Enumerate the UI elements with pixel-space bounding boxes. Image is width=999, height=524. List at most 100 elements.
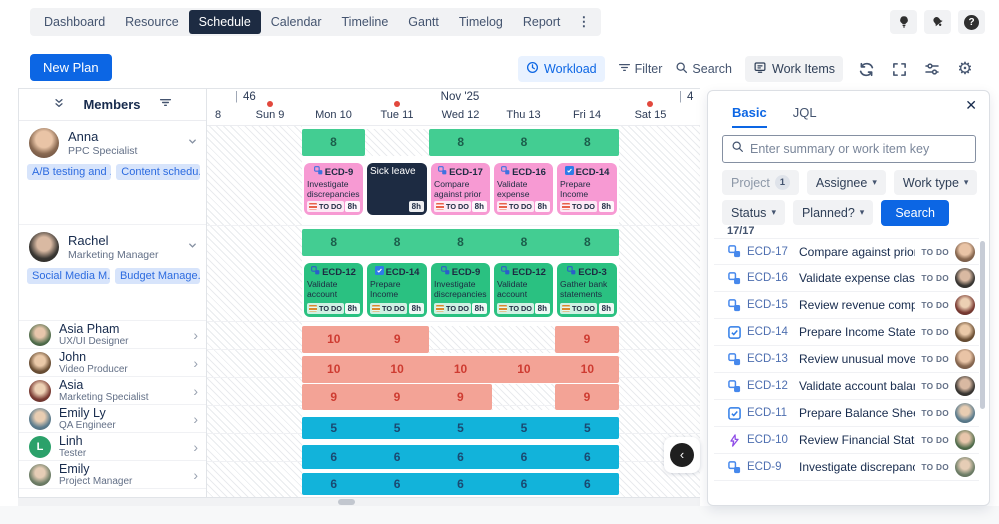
chevron-right-icon[interactable]: ›	[193, 466, 198, 483]
task-card[interactable]: ECD-3 Gather bank statements TO DO 8h	[557, 263, 617, 317]
skill-tag[interactable]: A/B testing and ...	[27, 164, 112, 180]
work-item-row[interactable]: ECD-12 Validate account balances TO DO	[714, 373, 979, 400]
capacity-bar[interactable]: 8	[302, 129, 365, 156]
vertical-scrollbar-handle[interactable]	[980, 241, 985, 409]
refresh-icon[interactable]	[856, 59, 876, 79]
status-filter[interactable]: Status ▾	[722, 200, 785, 225]
member-row-emily[interactable]: Emily Project Manager ›	[19, 461, 206, 489]
announcement-bell-icon[interactable]	[924, 10, 951, 34]
nav-resource[interactable]: Resource	[125, 15, 179, 29]
nav-schedule[interactable]: Schedule	[188, 10, 261, 34]
member-row-john[interactable]: John Video Producer ›	[19, 349, 206, 377]
chevron-right-icon[interactable]: ›	[193, 438, 198, 455]
status-badge: TO DO	[921, 300, 949, 310]
work-item-summary: Validate expense classif...	[799, 271, 915, 285]
task-card[interactable]: ECD-17 Compare against prior TO DO 8h	[431, 163, 490, 215]
work-item-row[interactable]: ECD-10 Review Financial State... TO DO	[714, 427, 979, 454]
member-section-anna[interactable]: Anna PPC Specialist A/B testing and ... …	[19, 121, 206, 225]
capacity-bar[interactable]: 6 6 6 6 6	[302, 445, 619, 469]
summary-search-field[interactable]	[722, 135, 976, 163]
capacity-bar[interactable]: 5 5 5 5 5	[302, 417, 619, 439]
new-plan-button[interactable]: New Plan	[30, 54, 112, 81]
timeline-header: | 46 Nov '25 | 4 8 Sun 9 Mon 10 Tue 11 Wed…	[207, 89, 700, 126]
avatar	[29, 407, 51, 430]
collapse-all-icon[interactable]	[53, 96, 65, 114]
tab-basic[interactable]: Basic	[732, 105, 767, 128]
lightbulb-icon[interactable]	[890, 10, 917, 34]
skill-tag[interactable]: Social Media M...	[27, 268, 110, 284]
task-card[interactable]: ECD-14 Prepare Income TO DO 8h	[557, 163, 617, 215]
horizontal-scrollbar-handle[interactable]	[338, 499, 355, 505]
capacity-bar[interactable]: 6 6 6 6 6	[302, 473, 619, 495]
task-card[interactable]: ECD-14 Prepare Income TO DO 8h	[367, 263, 427, 317]
capacity-value: 8	[457, 235, 464, 249]
chevron-right-icon[interactable]: ›	[193, 326, 198, 343]
members-filter-icon[interactable]	[159, 96, 172, 114]
work-items-toggle[interactable]: Work Items	[745, 56, 843, 82]
collapse-left-button[interactable]: ‹	[670, 443, 694, 467]
gear-icon[interactable]: ⚙	[957, 59, 973, 78]
member-row-linh[interactable]: L Linh Tester ›	[19, 433, 206, 461]
task-card[interactable]: ECD-9 Investigate discrepancies TO DO 8h	[304, 163, 363, 215]
member-row-asia-pham[interactable]: Asia Pham UX/UI Designer ›	[19, 321, 206, 349]
chevron-right-icon[interactable]: ›	[193, 354, 198, 371]
project-filter[interactable]: Project 1	[722, 170, 799, 195]
tab-jql[interactable]: JQL	[792, 105, 817, 120]
settings-sliders-icon[interactable]	[922, 59, 942, 79]
capacity-bar[interactable]: 10 9	[302, 326, 429, 353]
work-item-summary: Prepare Balance Sheet	[799, 406, 916, 420]
work-item-row[interactable]: ECD-9 Investigate discrepancies TO DO	[714, 454, 979, 481]
work-item-row[interactable]: ECD-15 Review revenue comple... TO DO	[714, 292, 979, 319]
capacity-bar[interactable]: 8 8 8	[429, 129, 619, 156]
skill-tag[interactable]: Content schedu...	[116, 164, 200, 180]
task-card[interactable]: ECD-16 Validate expense TO DO 8h	[494, 163, 553, 215]
nav-timeline[interactable]: Timeline	[341, 15, 389, 29]
member-row-asia[interactable]: Asia Marketing Specialist ›	[19, 377, 206, 405]
horizontal-scrollbar-track[interactable]	[18, 498, 700, 506]
capacity-bar[interactable]: 9 9 9	[302, 384, 492, 410]
work-item-key: ECD-13	[747, 353, 788, 365]
nav-dashboard[interactable]: Dashboard	[44, 15, 106, 29]
work-item-key: ECD-9	[747, 461, 782, 473]
nav-report[interactable]: Report	[522, 15, 561, 29]
task-card[interactable]: ECD-12 Validate account TO DO 8h	[494, 263, 553, 317]
task-card[interactable]: ECD-9 Investigate discrepancies TO DO 8h	[431, 263, 490, 317]
work-item-row[interactable]: ECD-16 Validate expense classif... TO DO	[714, 265, 979, 292]
chevron-right-icon[interactable]: ›	[193, 410, 198, 427]
nav-calendar[interactable]: Calendar	[270, 15, 322, 29]
task-card[interactable]: ECD-12 Validate account TO DO 8h	[304, 263, 363, 317]
chevron-right-icon[interactable]: ›	[193, 382, 198, 399]
work-item-row[interactable]: ECD-13 Review unusual movem... TO DO	[714, 346, 979, 373]
chevron-down-icon[interactable]	[187, 238, 198, 256]
assignee-filter[interactable]: Assignee ▾	[806, 170, 886, 195]
capacity-bar[interactable]: 8 8 8 8 8	[302, 229, 619, 256]
capacity-bar[interactable]: 9	[555, 384, 619, 410]
planned-filter[interactable]: Planned? ▾	[792, 200, 874, 225]
search-button[interactable]: Search	[675, 61, 732, 77]
member-section-rachel[interactable]: Rachel Marketing Manager Social Media M.…	[19, 225, 206, 321]
status-badge: TO DO	[307, 303, 344, 314]
workload-toggle[interactable]: Workload	[518, 56, 605, 82]
filter-button[interactable]: Filter	[618, 61, 662, 77]
close-icon[interactable]: ✕	[965, 97, 977, 113]
help-icon[interactable]: ?	[958, 10, 985, 34]
work-item-row[interactable]: ECD-11 Prepare Balance Sheet TO DO	[714, 400, 979, 427]
chevron-down-icon[interactable]	[187, 134, 198, 152]
search-input[interactable]	[750, 142, 967, 156]
work-item-row[interactable]: ECD-17 Compare against prior ... TO DO	[714, 238, 979, 265]
skill-tag[interactable]: Budget Manage...	[114, 268, 200, 284]
capacity-bar[interactable]: 9	[555, 326, 619, 353]
sick-leave-card[interactable]: Sick leave 8h	[367, 163, 427, 215]
member-row-emily-ly[interactable]: Emily Ly QA Engineer ›	[19, 405, 206, 433]
search-submit-button[interactable]: Search	[881, 200, 949, 226]
card-key: ECD-12	[322, 266, 356, 278]
work-type-filter[interactable]: Work type ▾	[893, 170, 978, 195]
nav-gantt[interactable]: Gantt	[408, 15, 439, 29]
chevron-down-icon: ▾	[963, 177, 969, 187]
nav-timelog[interactable]: Timelog	[458, 15, 503, 29]
work-item-row[interactable]: ECD-14 Prepare Income Statem... TO DO	[714, 319, 979, 346]
nav-overflow-icon[interactable]: ⋮	[577, 14, 591, 29]
fullscreen-icon[interactable]	[889, 59, 909, 79]
status-badge: TO DO	[434, 201, 471, 212]
capacity-bar[interactable]: 10 10 10 10 10	[302, 356, 619, 383]
